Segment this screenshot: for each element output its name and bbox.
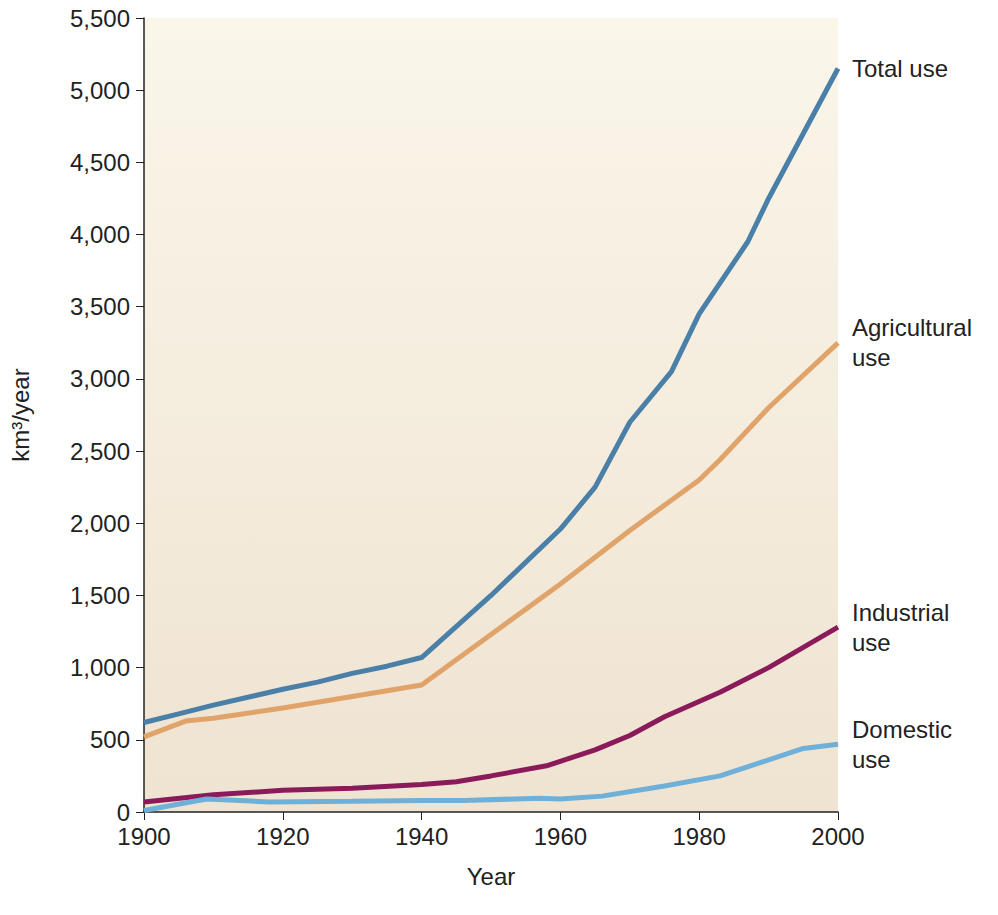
svg-text:3,500: 3,500 (70, 293, 130, 320)
svg-text:Total use: Total use (852, 55, 948, 82)
svg-text:2000: 2000 (811, 823, 864, 850)
svg-text:1,500: 1,500 (70, 582, 130, 609)
svg-text:1,000: 1,000 (70, 654, 130, 681)
svg-text:5,500: 5,500 (70, 5, 130, 32)
svg-text:use: use (852, 746, 891, 773)
svg-text:1980: 1980 (673, 823, 726, 850)
svg-text:5,000: 5,000 (70, 77, 130, 104)
svg-text:km³/year: km³/year (7, 368, 34, 461)
svg-text:1960: 1960 (534, 823, 587, 850)
svg-text:Year: Year (467, 863, 516, 890)
svg-text:4,000: 4,000 (70, 221, 130, 248)
svg-text:3,000: 3,000 (70, 365, 130, 392)
svg-text:500: 500 (90, 726, 130, 753)
svg-text:2,000: 2,000 (70, 510, 130, 537)
svg-text:1900: 1900 (117, 823, 170, 850)
svg-text:Domestic: Domestic (852, 716, 959, 743)
svg-text:1920: 1920 (256, 823, 309, 850)
svg-text:use: use (852, 344, 891, 371)
svg-text:Industrial: Industrial (852, 599, 956, 626)
svg-text:2,500: 2,500 (70, 438, 130, 465)
svg-text:4,500: 4,500 (70, 149, 130, 176)
svg-text:Agricultural: Agricultural (852, 314, 979, 341)
svg-text:1940: 1940 (395, 823, 448, 850)
svg-text:use: use (852, 629, 891, 656)
svg-text:0: 0 (117, 799, 130, 826)
